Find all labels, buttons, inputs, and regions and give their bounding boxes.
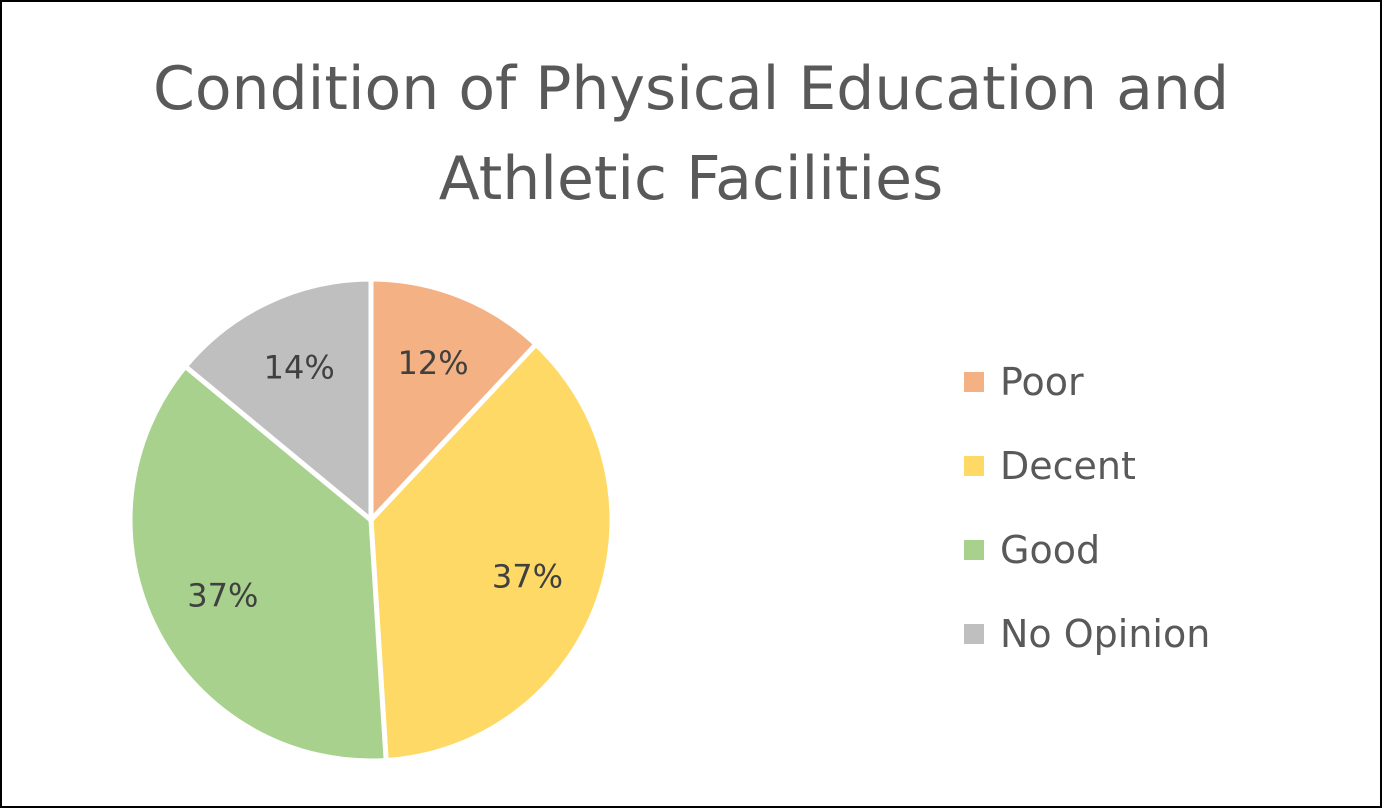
legend-swatch-poor [964, 372, 984, 392]
legend-item-good: Good [964, 508, 1210, 592]
legend-swatch-good [964, 540, 984, 560]
legend-item-decent: Decent [964, 424, 1210, 508]
data-label-decent: 37% [492, 557, 563, 595]
legend-label-good: Good [1000, 528, 1101, 572]
chart-title-line-2: Athletic Facilities [438, 144, 944, 214]
pie-slice-no-opinion [182, 276, 374, 523]
legend-swatch-decent [964, 456, 984, 476]
chart-title-line-1: Condition of Physical Education and [152, 54, 1230, 124]
pie-data-labels: 12% 37% 37% 14% [187, 344, 563, 614]
data-label-good: 37% [187, 576, 258, 614]
pie-slice-good [127, 363, 389, 764]
data-label-no-opinion: 14% [264, 348, 335, 386]
pie-slice-poor [368, 276, 539, 523]
legend-swatch-no-opinion [964, 624, 984, 644]
legend-label-poor: Poor [1000, 360, 1084, 404]
legend-item-poor: Poor [964, 340, 1210, 424]
pie-slices [127, 276, 615, 764]
chart-legend: Poor Decent Good No Opinion [964, 340, 1210, 676]
pie-slice-decent [368, 341, 615, 764]
legend-label-decent: Decent [1000, 444, 1136, 488]
legend-label-no-opinion: No Opinion [1000, 612, 1211, 656]
legend-item-no-opinion: No Opinion [964, 592, 1210, 676]
chart-title: Condition of Physical Education and Athl… [2, 44, 1380, 224]
data-label-poor: 12% [398, 344, 469, 382]
